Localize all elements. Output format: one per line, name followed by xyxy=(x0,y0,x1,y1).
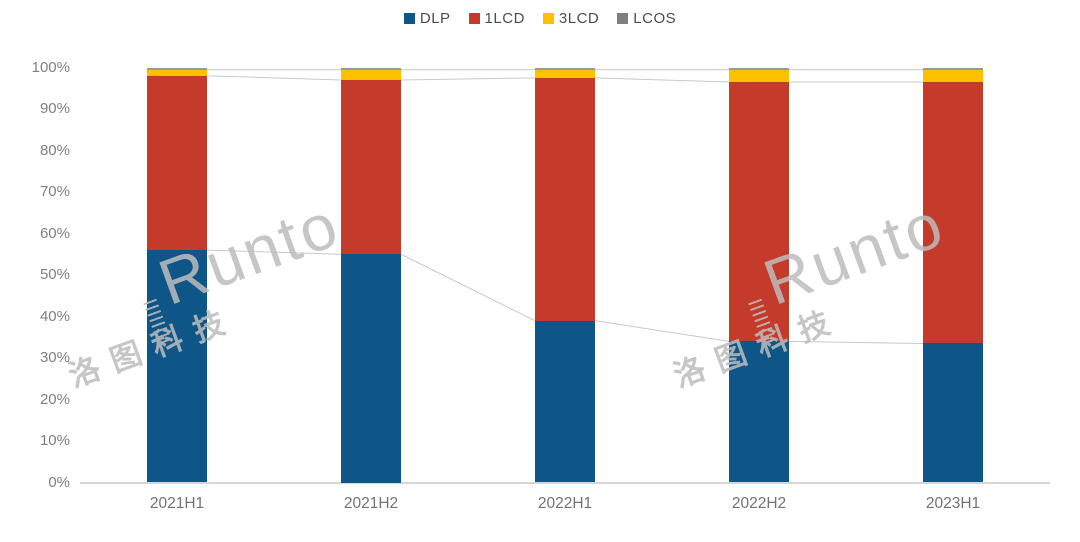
connector-line-1lcd xyxy=(400,77,536,81)
bar-segment-lcos-2022H2 xyxy=(729,67,789,70)
legend-swatch-3lcd xyxy=(542,13,554,24)
bar-segment-1lcd-2023H1 xyxy=(923,82,983,344)
bar-segment-1lcd-2022H1 xyxy=(535,77,595,321)
x-axis-category-label: 2021H2 xyxy=(343,495,399,512)
bar-segment-1lcd-2022H2 xyxy=(729,82,789,342)
connector-line-dlp xyxy=(400,253,536,322)
connector-line-dlp xyxy=(594,320,730,342)
legend-item-1lcd: 1LCD xyxy=(468,10,525,27)
bar-segment-3lcd-2022H2 xyxy=(729,69,789,82)
y-axis-tick-label: 30% xyxy=(39,349,70,366)
x-axis-category-label: 2022H1 xyxy=(537,495,593,512)
legend-label: 1LCD xyxy=(484,10,525,27)
legend-label: 3LCD xyxy=(558,10,600,27)
connector-line-1lcd xyxy=(594,77,730,83)
bar-segment-3lcd-2023H1 xyxy=(923,69,983,82)
bar-segment-lcos-2022H1 xyxy=(535,67,595,70)
legend-item-3lcd: 3LCD xyxy=(542,10,600,27)
legend-swatch-dlp xyxy=(403,13,415,24)
y-axis-tick-label: 50% xyxy=(39,266,70,283)
bar-segment-dlp-2021H2 xyxy=(341,254,401,483)
y-axis-tick-label: 70% xyxy=(39,183,70,200)
x-axis-category-label: 2022H2 xyxy=(731,495,787,512)
bar-segment-3lcd-2021H2 xyxy=(341,69,401,80)
bar-segment-lcos-2021H2 xyxy=(341,67,401,70)
bar-segment-lcos-2021H1 xyxy=(147,67,207,70)
y-axis-tick-label: 60% xyxy=(39,224,70,242)
bar-segment-dlp-2022H2 xyxy=(729,341,789,483)
bar-segment-3lcd-2022H1 xyxy=(535,69,595,78)
legend-label: LCOS xyxy=(633,10,677,27)
connector-line-dlp xyxy=(206,249,342,255)
bar-segment-dlp-2021H1 xyxy=(147,250,207,483)
bar-segment-3lcd-2021H1 xyxy=(147,69,207,76)
y-axis-tick-label: 0% xyxy=(48,473,70,491)
y-axis-tick-label: 90% xyxy=(39,100,70,117)
x-axis-category-label: 2021H1 xyxy=(149,495,205,512)
x-axis-category-label: 2023H1 xyxy=(925,495,981,512)
connector-line-dlp xyxy=(788,340,924,344)
bar-segment-dlp-2022H1 xyxy=(535,320,595,483)
bar-segment-1lcd-2021H2 xyxy=(341,79,401,255)
legend-item-dlp: DLP xyxy=(403,10,451,27)
bar-segment-1lcd-2021H1 xyxy=(147,75,207,251)
y-axis-tick-label: 40% xyxy=(39,307,70,325)
y-axis-tick-label: 80% xyxy=(39,141,70,159)
legend-label: DLP xyxy=(419,10,451,27)
y-axis-tick-label: 100% xyxy=(31,58,70,76)
bar-segment-lcos-2023H1 xyxy=(923,67,983,70)
connector-line-1lcd xyxy=(206,75,342,81)
legend-swatch-1lcd xyxy=(468,13,480,24)
legend-swatch-lcos xyxy=(617,13,629,24)
x-axis-line xyxy=(80,482,1050,484)
y-axis-tick-label: 20% xyxy=(39,390,70,408)
chart-legend: DLP 1LCD 3LCD LCOS xyxy=(0,10,1080,27)
y-axis-tick-label: 10% xyxy=(39,432,70,449)
legend-item-lcos: LCOS xyxy=(617,10,676,27)
bar-segment-dlp-2023H1 xyxy=(923,343,983,483)
